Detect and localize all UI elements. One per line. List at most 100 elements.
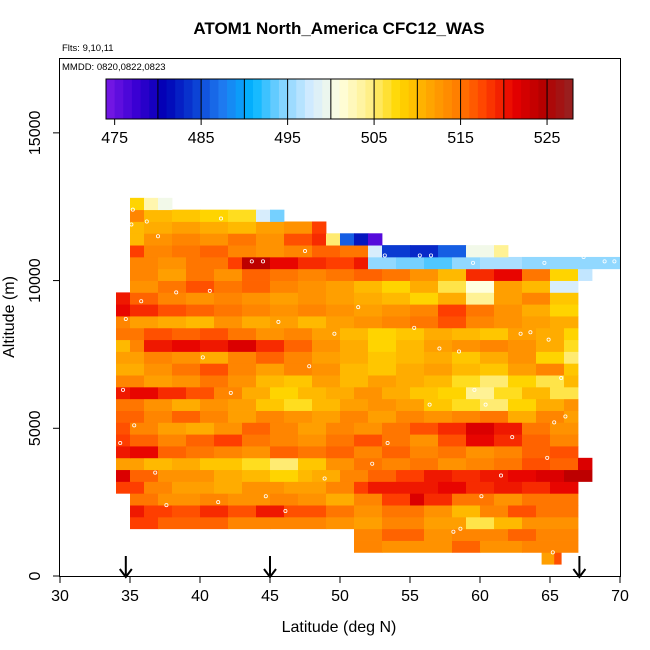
heatmap-cell	[326, 280, 355, 293]
heatmap-cell	[354, 516, 383, 530]
heatmap-cell	[494, 386, 523, 400]
heatmap-cell	[466, 316, 495, 329]
heatmap-cell	[424, 327, 453, 341]
heatmap-cell	[438, 268, 467, 281]
heatmap-cell	[466, 446, 495, 459]
heatmap-cell	[284, 505, 327, 518]
sample-point	[121, 387, 126, 392]
heatmap-cell	[228, 505, 257, 518]
heatmap-cell	[256, 233, 285, 246]
sample-point	[370, 461, 375, 466]
heatmap-cell	[130, 268, 159, 281]
colorbar-segment	[244, 79, 254, 119]
heatmap-cell	[284, 339, 313, 352]
heatmap-cell	[438, 316, 467, 329]
heatmap-cell	[130, 434, 159, 447]
heatmap-cell	[564, 339, 579, 352]
heatmap-cell	[312, 375, 341, 388]
sample-point	[458, 526, 463, 531]
heatmap-cell	[242, 304, 271, 317]
heatmap-cell	[536, 363, 565, 376]
heatmap-cell	[200, 245, 229, 258]
colorbar-tick-label: 525	[534, 130, 561, 147]
heatmap-cell	[228, 245, 257, 258]
colorbar-segment	[434, 79, 444, 119]
heatmap-cell	[200, 327, 229, 341]
heatmap-cell	[326, 505, 355, 518]
heatmap-cell	[466, 481, 495, 494]
heatmap-cell	[228, 256, 243, 270]
heatmap-cell	[438, 245, 467, 258]
heatmap-cell	[410, 434, 439, 447]
heatmap-cell	[452, 327, 481, 341]
sample-point	[249, 259, 254, 264]
heatmap-cell	[158, 280, 187, 293]
heatmap-cell	[382, 245, 411, 258]
heatmap-cell	[116, 386, 131, 400]
colorbar-frame	[105, 78, 574, 120]
heatmap-cell	[550, 268, 579, 281]
heatmap-cell	[200, 410, 229, 423]
colorbar-tick-label: 515	[447, 130, 474, 147]
heatmap-cell	[494, 481, 523, 494]
heatmap-cell	[494, 316, 523, 329]
heatmap-cell	[242, 292, 271, 305]
heatmap-cell	[410, 422, 439, 435]
heatmap-cell	[466, 457, 495, 471]
heatmap-cell	[452, 493, 495, 506]
sample-point	[437, 346, 442, 351]
heatmap-cell	[382, 304, 411, 317]
heatmap-cell	[130, 304, 159, 317]
heatmap-cell	[494, 457, 523, 471]
heatmap-cell	[438, 422, 467, 435]
heatmap-cell	[494, 280, 523, 293]
heatmap-cell	[242, 481, 285, 494]
heatmap-cell	[396, 256, 425, 270]
heatmap-cell	[242, 280, 271, 293]
heatmap-cell	[172, 221, 201, 234]
flights-note: Flts: 9,10,11	[62, 43, 114, 54]
heatmap-cell	[214, 292, 243, 305]
heatmap-cell	[270, 280, 299, 293]
sample-point	[602, 259, 607, 264]
heatmap-cell	[144, 363, 173, 376]
heatmap-cell	[144, 221, 173, 234]
heatmap-cell	[522, 304, 551, 317]
heatmap-cell	[368, 375, 397, 388]
heatmap-cell	[200, 221, 229, 234]
heatmap-cell	[214, 469, 243, 482]
heatmap-cell	[438, 386, 467, 400]
heatmap-cell	[480, 540, 523, 553]
heatmap-cell	[298, 304, 327, 317]
heatmap-cell	[270, 292, 299, 305]
heatmap-cell	[508, 398, 537, 411]
heatmap-cell	[130, 197, 145, 211]
heatmap-cell	[270, 304, 299, 317]
heatmap-cell	[158, 304, 187, 317]
heatmap-cell	[410, 446, 439, 459]
heatmap-cell	[536, 410, 565, 423]
colorbar-segment	[218, 79, 228, 119]
colorbar-segment	[261, 79, 271, 119]
heatmap-cell	[312, 398, 341, 411]
sample-point	[546, 337, 551, 342]
colorbar-segment	[443, 79, 453, 119]
heatmap-cell	[438, 280, 467, 293]
sample-point	[451, 529, 456, 534]
heatmap-cell	[452, 398, 481, 411]
flight-marker-arrow	[119, 556, 133, 579]
heatmap-cell	[368, 410, 397, 423]
sample-point	[228, 390, 233, 395]
heatmap-cell	[172, 245, 201, 258]
heatmap-cell	[116, 351, 145, 364]
heatmap-cell	[536, 339, 565, 352]
heatmap-cell	[270, 268, 299, 281]
sample-point	[498, 473, 503, 478]
heatmap-cell	[522, 280, 551, 293]
heatmap-cell	[354, 434, 383, 447]
heatmap-cell	[158, 316, 187, 329]
heatmap-cell	[382, 505, 425, 518]
heatmap-cell	[200, 493, 229, 506]
heatmap-cell	[522, 292, 551, 305]
heatmap-cell	[116, 292, 131, 305]
